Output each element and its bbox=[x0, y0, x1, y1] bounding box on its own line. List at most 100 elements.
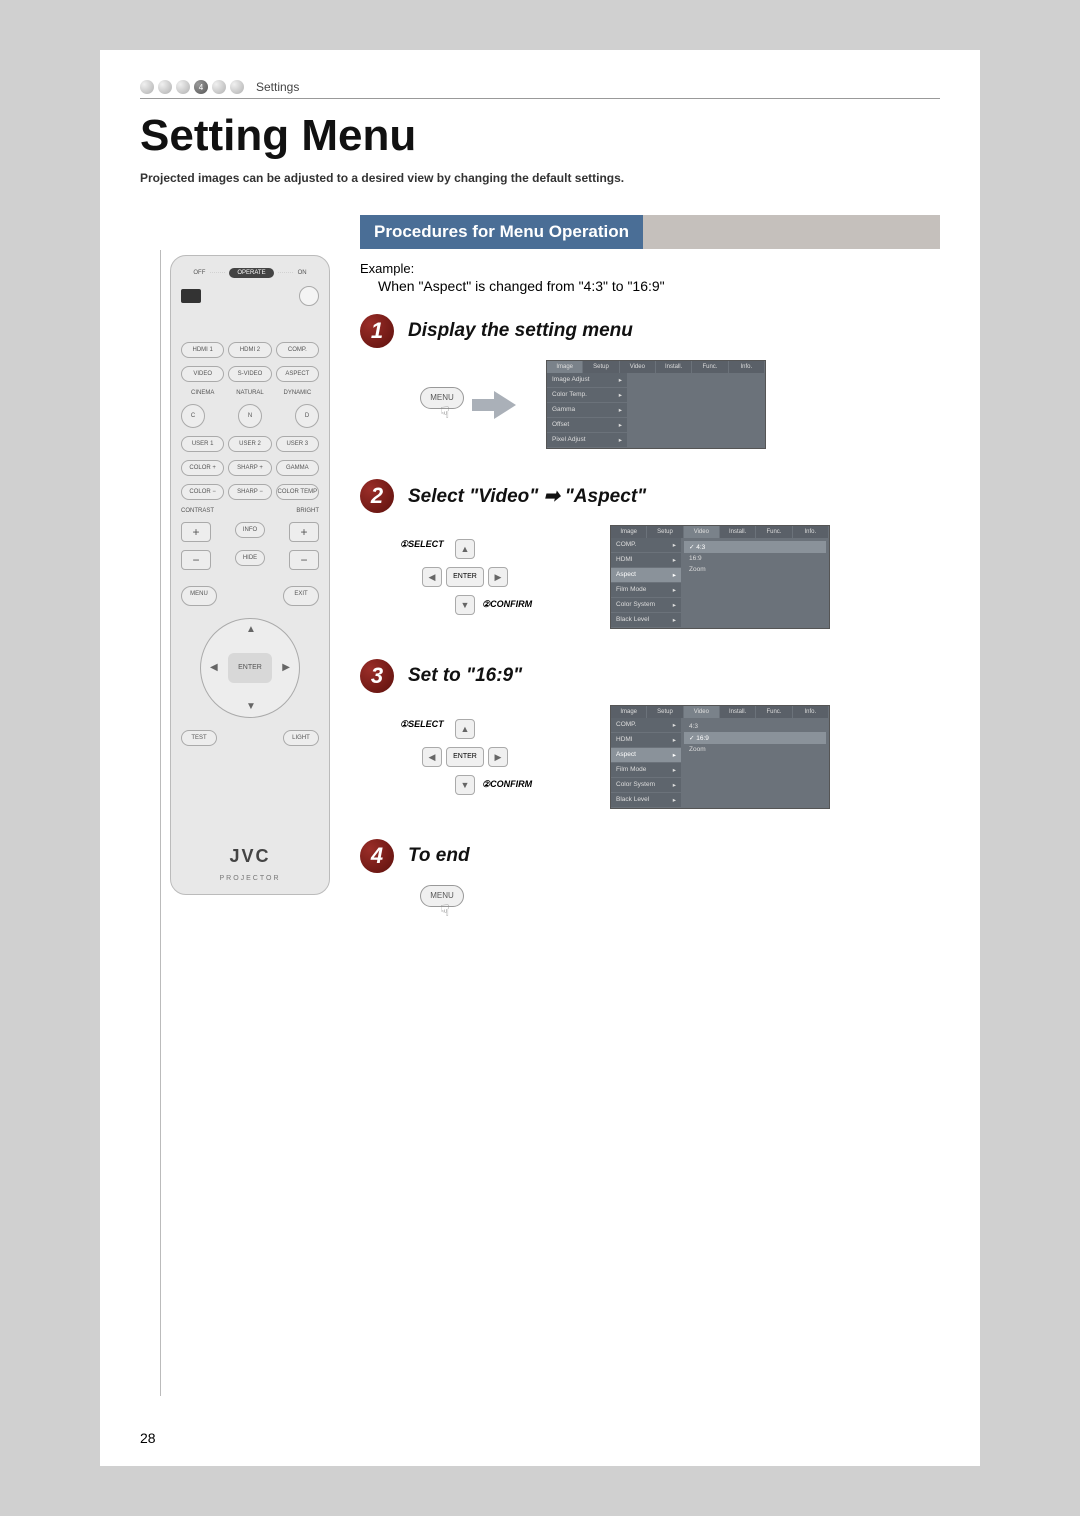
vertical-divider bbox=[160, 250, 161, 1396]
color-minus-button: COLOR − bbox=[181, 484, 224, 500]
osd-tab: Info. bbox=[793, 526, 829, 538]
bright-minus: − bbox=[289, 550, 319, 570]
section-header-label: Procedures for Menu Operation bbox=[360, 215, 643, 249]
osd-item: HDMI▸ bbox=[611, 553, 681, 568]
osd-sub-item: ✓ 4:3 bbox=[684, 541, 826, 553]
step-3-title: Set to "16:9" bbox=[408, 665, 522, 687]
bright-label: BRIGHT bbox=[296, 508, 319, 514]
up-arrow-icon: ▲ bbox=[455, 539, 475, 559]
jvc-logo: JVC bbox=[181, 846, 319, 867]
left-arrow-icon: ◀ bbox=[422, 567, 442, 587]
bc-dot-5 bbox=[212, 80, 226, 94]
osd-item: Offset▸ bbox=[547, 418, 627, 433]
step-2: 2 Select "Video" ➡ "Aspect" ①SELECT ▲ ◀ … bbox=[360, 479, 940, 629]
osd-item: Film Mode▸ bbox=[611, 583, 681, 598]
hand-icon: ☟ bbox=[440, 403, 464, 423]
osd-item: Gamma▸ bbox=[547, 403, 627, 418]
cinema-button: C bbox=[181, 404, 205, 428]
colortemp-button: COLOR TEMP bbox=[276, 484, 319, 500]
video-button: VIDEO bbox=[181, 366, 224, 382]
right-arrow-icon: ▶ bbox=[488, 747, 508, 767]
osd-tab: Install. bbox=[720, 526, 756, 538]
osd-item: Pixel Adjust▸ bbox=[547, 433, 627, 448]
bc-active-num: 4 bbox=[199, 83, 203, 92]
aspect-button: ASPECT bbox=[276, 366, 319, 382]
right-arrow-icon: ▶ bbox=[488, 567, 508, 587]
remote-on-label: ON bbox=[298, 270, 307, 276]
manual-page: 4 Settings Setting Menu Projected images… bbox=[100, 50, 980, 1466]
dynamic-button: D bbox=[295, 404, 319, 428]
exit-button: EXIT bbox=[283, 586, 319, 606]
menu-button: MENU bbox=[181, 586, 217, 606]
osd-tab-video: Video bbox=[620, 361, 656, 373]
user3-button: USER 3 bbox=[276, 436, 319, 452]
step-1-title: Display the setting menu bbox=[408, 320, 633, 342]
osd-tab: Setup bbox=[647, 526, 683, 538]
menu-press-graphic: MENU ☟ bbox=[420, 885, 464, 921]
contrast-minus: − bbox=[181, 550, 211, 570]
user1-button: USER 1 bbox=[181, 436, 224, 452]
osd-tab: Func. bbox=[756, 706, 792, 718]
contrast-plus: + bbox=[181, 522, 211, 542]
color-plus-button: COLOR + bbox=[181, 460, 224, 476]
osd-item: Color System▸ bbox=[611, 598, 681, 613]
bc-dot-1 bbox=[140, 80, 154, 94]
step-2-title: Select "Video" ➡ "Aspect" bbox=[408, 485, 646, 508]
osd-tab: Image bbox=[611, 706, 647, 718]
down-arrow-icon: ▼ bbox=[455, 775, 475, 795]
content-row: OFF ········ OPERATE ········ ON HDMI 1 … bbox=[140, 215, 940, 951]
remote-control: OFF ········ OPERATE ········ ON HDMI 1 … bbox=[170, 255, 330, 895]
osd-sub-item: ✓ 16:9 bbox=[684, 732, 826, 744]
mini-dpad: ①SELECT ▲ ◀ ENTER ▶ ▼ ②CONFIRM bbox=[420, 537, 510, 617]
mini-dpad: ①SELECT ▲ ◀ ENTER ▶ ▼ ②CONFIRM bbox=[420, 717, 510, 797]
page-number: 28 bbox=[140, 1430, 156, 1446]
osd-tab-info: Info. bbox=[729, 361, 765, 373]
osd-item-selected: Aspect▸ bbox=[611, 568, 681, 583]
confirm-label: ②CONFIRM bbox=[482, 599, 532, 610]
step-4: 4 To end MENU ☟ bbox=[360, 839, 940, 921]
mini-enter: ENTER bbox=[446, 567, 484, 587]
sharp-plus-button: SHARP + bbox=[228, 460, 271, 476]
step-2-num: 2 bbox=[360, 479, 394, 513]
osd-item: Black Level▸ bbox=[611, 613, 681, 628]
osd-step1: Image Setup Video Install. Func. Info. I… bbox=[546, 360, 766, 449]
remote-column: OFF ········ OPERATE ········ ON HDMI 1 … bbox=[140, 215, 330, 951]
osd-tab: Image bbox=[611, 526, 647, 538]
main-column: Procedures for Menu Operation Example: W… bbox=[360, 215, 940, 951]
select-label: ①SELECT bbox=[400, 719, 444, 730]
osd-item: Color Temp.▸ bbox=[547, 388, 627, 403]
test-button: TEST bbox=[181, 730, 217, 746]
osd-sub-item: Zoom bbox=[684, 744, 826, 755]
step-1-num: 1 bbox=[360, 314, 394, 348]
comp-button: COMP. bbox=[276, 342, 319, 358]
bc-dot-3 bbox=[176, 80, 190, 94]
step-3-num: 3 bbox=[360, 659, 394, 693]
breadcrumb-label: Settings bbox=[256, 80, 299, 94]
page-subtitle: Projected images can be adjusted to a de… bbox=[140, 171, 940, 185]
osd-tab: Install. bbox=[720, 706, 756, 718]
hide-button: HIDE bbox=[235, 550, 265, 566]
gamma-button: GAMMA bbox=[276, 460, 319, 476]
power-button bbox=[299, 286, 319, 306]
contrast-label: CONTRAST bbox=[181, 508, 214, 514]
step-1: 1 Display the setting menu MENU ☟ Image … bbox=[360, 314, 940, 449]
arrow-icon bbox=[494, 391, 516, 419]
osd-step3: Image Setup Video Install. Func. Info. C… bbox=[610, 705, 830, 809]
up-arrow-icon: ▲ bbox=[455, 719, 475, 739]
hdmi1-button: HDMI 1 bbox=[181, 342, 224, 358]
info-button: INFO bbox=[235, 522, 265, 538]
osd-tab: Setup bbox=[647, 706, 683, 718]
osd-sub-item: 16:9 bbox=[684, 553, 826, 564]
enter-button: ENTER bbox=[228, 653, 272, 683]
natural-button: N bbox=[238, 404, 262, 428]
osd-item: COMP.▸ bbox=[611, 538, 681, 553]
natural-label: NATURAL bbox=[228, 390, 271, 396]
osd-item: Image Adjust▸ bbox=[547, 373, 627, 388]
osd-tab-setup: Setup bbox=[583, 361, 619, 373]
section-header: Procedures for Menu Operation bbox=[360, 215, 940, 249]
osd-item-selected: Aspect▸ bbox=[611, 748, 681, 763]
mini-enter: ENTER bbox=[446, 747, 484, 767]
operate-bar: OFF ········ OPERATE ········ ON bbox=[181, 268, 319, 278]
osd-tab: Func. bbox=[756, 526, 792, 538]
example-line: When "Aspect" is changed from "4:3" to "… bbox=[378, 278, 940, 294]
